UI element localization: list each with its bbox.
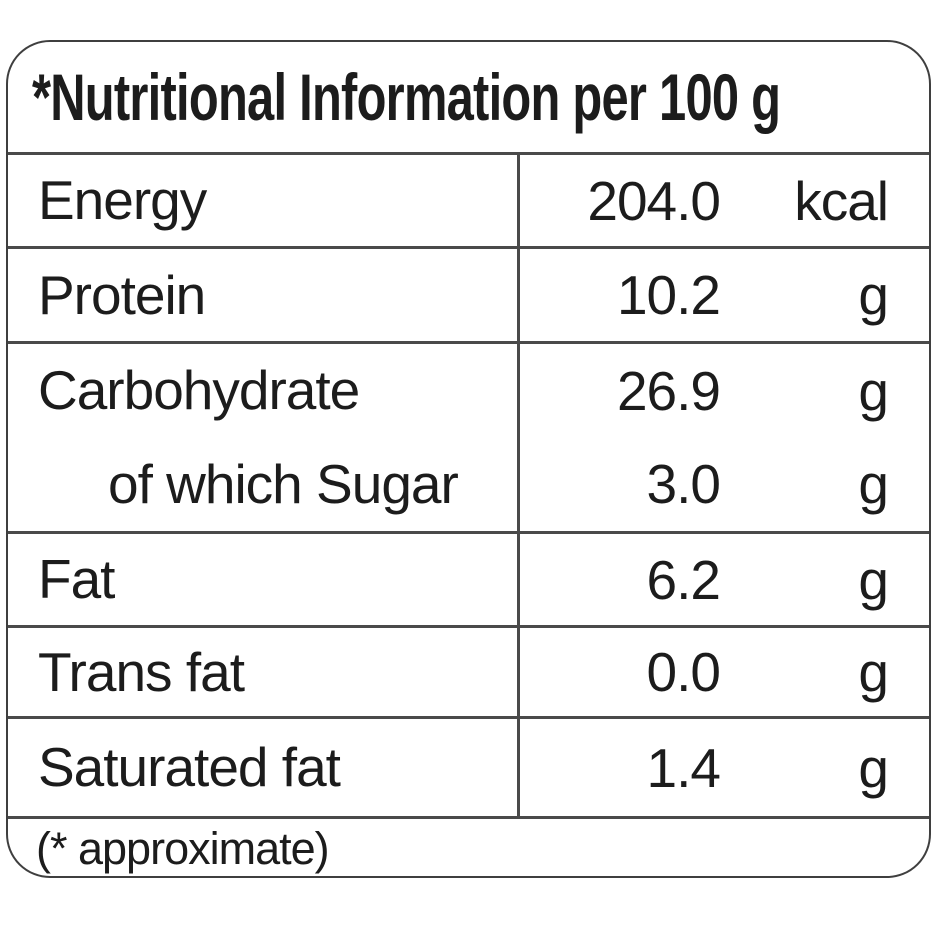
row-label: Protein xyxy=(38,263,206,326)
row-value-cell: 0.0 g xyxy=(517,628,929,716)
row-value-cell: 10.2 g xyxy=(517,249,929,341)
row-unit: g xyxy=(858,641,889,703)
value-line: 10.2 g xyxy=(520,263,929,327)
row-subunit: g xyxy=(858,453,889,516)
row-value: 0.0 xyxy=(646,641,721,703)
row-value-cell: 204.0 kcal xyxy=(517,155,929,246)
row-sublabel: of which Sugar xyxy=(108,452,459,515)
row-label-cell: Fat xyxy=(8,534,517,625)
row-label: Carbohydrate xyxy=(38,359,360,422)
row-unit: g xyxy=(858,548,889,611)
row-value-cell: 26.9 g 3.0 g xyxy=(517,344,929,532)
table-row-saturated-fat: Saturated fat 1.4 g xyxy=(8,716,929,816)
nutrition-label-footer: (* approximate) xyxy=(8,816,929,876)
row-label: Saturated fat xyxy=(38,736,341,798)
row-label: Energy xyxy=(38,169,207,231)
row-label-cell: Protein xyxy=(8,249,517,341)
row-value: 204.0 xyxy=(587,169,721,232)
nutrition-label: *Nutritional Information per 100 g Energ… xyxy=(6,40,931,878)
row-label-cell: Carbohydrate of which Sugar xyxy=(8,344,517,531)
row-unit: g xyxy=(858,736,889,799)
row-subvalue: 3.0 xyxy=(646,453,721,516)
row-value: 6.2 xyxy=(646,548,721,611)
row-value-cell: 1.4 g xyxy=(517,719,929,816)
row-value-cell: 6.2 g xyxy=(517,534,929,625)
table-row-carbohydrate: Carbohydrate of which Sugar 26.9 g 3.0 g xyxy=(8,341,929,531)
value-line: 26.9 g xyxy=(520,344,929,438)
row-label: Fat xyxy=(38,548,115,610)
row-value: 26.9 xyxy=(616,359,721,422)
nutrition-label-title: *Nutritional Information per 100 g xyxy=(32,60,781,134)
nutrition-label-header: *Nutritional Information per 100 g xyxy=(8,42,929,152)
row-unit: g xyxy=(858,359,889,422)
table-row-energy: Energy 204.0 kcal xyxy=(8,152,929,246)
value-line-sub: 3.0 g xyxy=(520,438,929,532)
row-label-cell: Energy xyxy=(8,155,517,246)
row-label: Trans fat xyxy=(38,640,245,703)
label-line: Carbohydrate xyxy=(8,344,517,438)
value-line: 1.4 g xyxy=(520,736,929,800)
value-line: 204.0 kcal xyxy=(520,169,929,233)
label-line-sub: of which Sugar xyxy=(8,438,517,532)
table-row-trans-fat: Trans fat 0.0 g xyxy=(8,625,929,716)
value-line: 0.0 g xyxy=(520,640,929,704)
row-unit: g xyxy=(858,264,889,326)
row-unit: kcal xyxy=(794,169,889,232)
row-label-cell: Trans fat xyxy=(8,628,517,716)
value-line: 6.2 g xyxy=(520,548,929,612)
approximate-note: (* approximate) xyxy=(36,822,330,874)
row-value: 1.4 xyxy=(646,736,721,799)
table-row-protein: Protein 10.2 g xyxy=(8,246,929,341)
row-label-cell: Saturated fat xyxy=(8,719,517,816)
table-row-fat: Fat 6.2 g xyxy=(8,531,929,625)
row-value: 10.2 xyxy=(616,264,721,326)
